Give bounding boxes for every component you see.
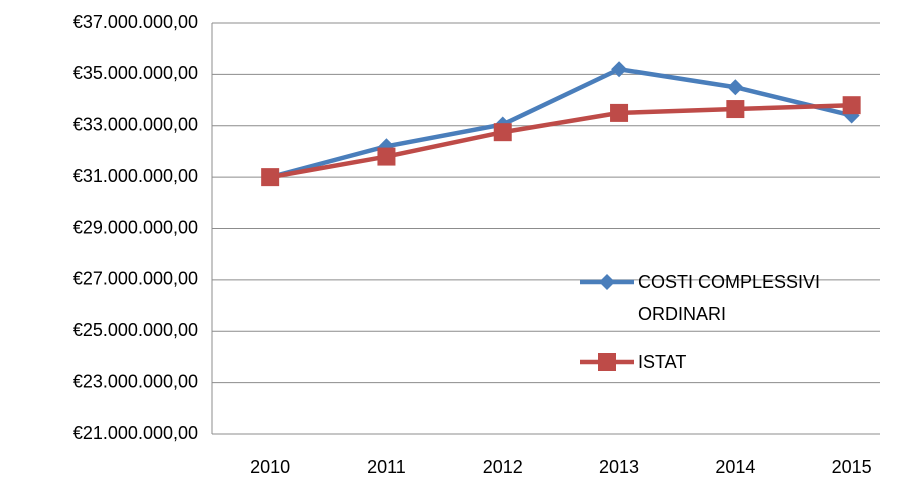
data-point xyxy=(493,123,512,142)
series-line xyxy=(269,102,852,180)
y-tick-label: €21.000.000,00 xyxy=(73,423,198,443)
data-point xyxy=(611,61,628,78)
y-tick-label: €31.000.000,00 xyxy=(73,166,198,186)
y-tick-label: €37.000.000,00 xyxy=(73,12,198,32)
x-tick-label: 2013 xyxy=(599,457,639,477)
legend-marker xyxy=(599,274,615,290)
legend-marker xyxy=(598,353,616,371)
x-tick-label: 2014 xyxy=(715,457,755,477)
data-point xyxy=(377,147,396,166)
x-tick-label: 2015 xyxy=(832,457,872,477)
x-tick-label: 2012 xyxy=(483,457,523,477)
data-point xyxy=(261,168,280,187)
legend-item: ISTAT xyxy=(638,352,687,372)
data-point xyxy=(610,103,629,122)
data-point xyxy=(842,96,861,115)
legend-label: ISTAT xyxy=(638,352,687,372)
x-tick-label: 2010 xyxy=(250,457,290,477)
y-tick-label: €27.000.000,00 xyxy=(73,269,198,289)
data-point xyxy=(727,79,744,96)
legend-label: COSTI COMPLESSIVI ORDINARI xyxy=(638,272,821,324)
series-line xyxy=(269,66,853,180)
x-tick-label: 2011 xyxy=(367,457,406,477)
y-tick-label: €23.000.000,00 xyxy=(73,371,198,391)
legend-item: COSTI COMPLESSIVI ORDINARI xyxy=(638,272,821,324)
y-tick-label: €25.000.000,00 xyxy=(73,320,198,340)
data-point xyxy=(726,100,745,119)
y-tick-label: €35.000.000,00 xyxy=(73,63,198,83)
y-tick-label: €29.000.000,00 xyxy=(73,217,198,237)
y-tick-label: €33.000.000,00 xyxy=(73,115,198,135)
